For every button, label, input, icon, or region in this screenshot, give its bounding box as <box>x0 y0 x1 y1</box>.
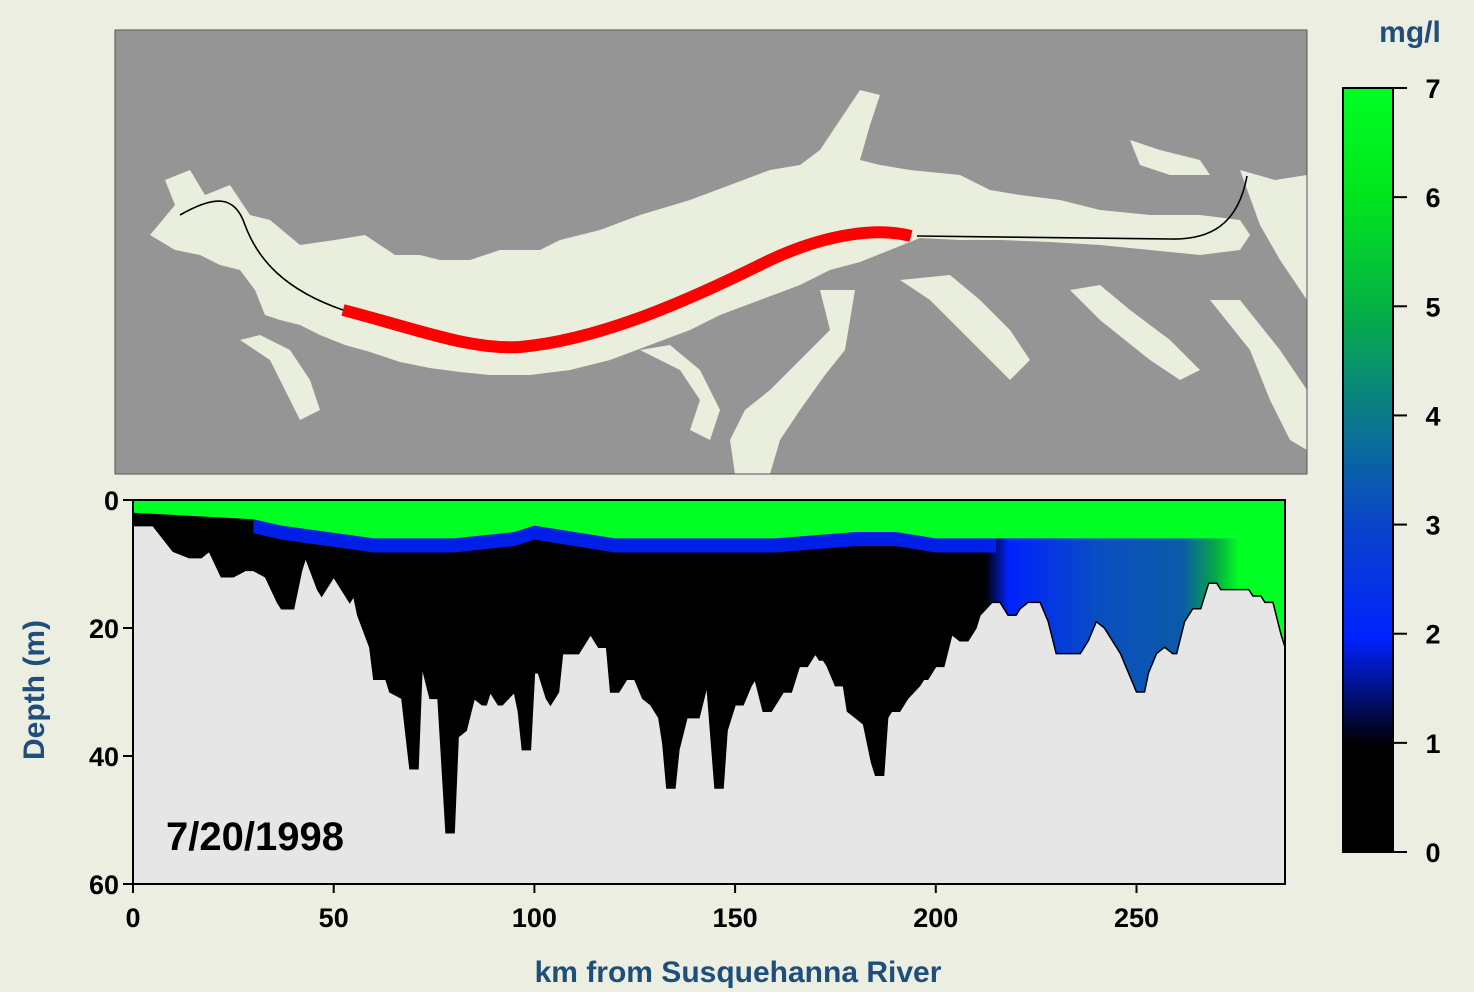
x-tick-label: 200 <box>913 903 958 933</box>
y-axis: 0 20 40 60 <box>89 486 133 900</box>
y-axis-title: Depth (m) <box>18 620 51 760</box>
colorbar-tick-label: 6 <box>1425 183 1440 213</box>
oxygen-section <box>133 500 1285 884</box>
y-tick-label: 20 <box>89 614 119 644</box>
map-water <box>150 90 1250 375</box>
colorbar-tick-label: 4 <box>1425 401 1440 431</box>
x-tick-label: 250 <box>1114 903 1159 933</box>
colorbar-unit: mg/l <box>1379 16 1441 49</box>
x-tick-label: 100 <box>512 903 557 933</box>
hypoxic-transect-segment <box>341 226 913 354</box>
plot-frame <box>132 499 1286 885</box>
y-tick-label: 60 <box>89 870 119 900</box>
colorbar-gradient <box>1342 87 1394 853</box>
bay-map <box>115 30 1307 474</box>
oxycline-layer <box>253 516 996 553</box>
colorbar-tick-label: 0 <box>1425 838 1440 868</box>
surface-oxic-layer <box>133 500 1285 539</box>
date-label: 7/20/1998 <box>166 815 344 859</box>
map-water <box>1210 300 1307 450</box>
y-tick-label: 0 <box>104 486 119 516</box>
y-tick-label: 40 <box>89 742 119 772</box>
colorbar: 0 1 2 3 4 5 6 7 mg/l <box>1342 16 1441 868</box>
map-frame <box>114 29 1308 475</box>
map-water <box>1070 285 1200 380</box>
water-column <box>133 500 1285 833</box>
colorbar-tick-label: 2 <box>1425 620 1440 650</box>
map-water <box>640 345 720 440</box>
x-axis-title: km from Susquehanna River <box>535 956 942 989</box>
transect-line <box>179 200 344 311</box>
x-tick-label: 0 <box>125 903 140 933</box>
colorbar-ticks: 0 1 2 3 4 5 6 7 <box>1393 74 1441 868</box>
colorbar-tick-label: 3 <box>1425 511 1440 541</box>
map-water <box>900 275 1030 380</box>
map-water <box>1130 140 1210 175</box>
colorbar-tick-label: 7 <box>1425 74 1440 104</box>
transect-line <box>916 175 1248 240</box>
map-water <box>240 335 320 420</box>
x-tick-label: 150 <box>713 903 758 933</box>
colorbar-tick-label: 5 <box>1425 292 1440 322</box>
bottom-profile <box>133 524 1285 834</box>
colorbar-tick-label: 1 <box>1425 729 1440 759</box>
map-water <box>730 290 855 474</box>
x-axis: 0 50 100 150 200 250 <box>125 884 1159 933</box>
map-water <box>1240 170 1307 300</box>
x-tick-label: 50 <box>319 903 349 933</box>
